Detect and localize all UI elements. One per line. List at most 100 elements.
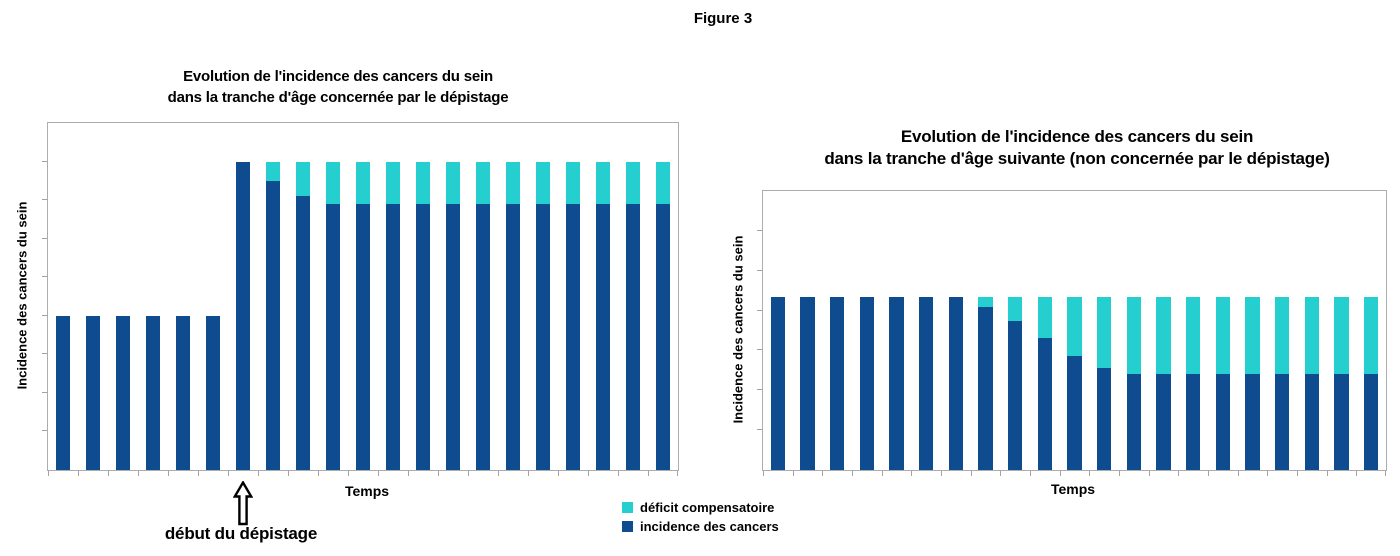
bar-deficit xyxy=(1304,296,1320,375)
bar-incidence xyxy=(1185,374,1201,470)
y-axis-tick xyxy=(42,353,47,355)
bar-incidence xyxy=(1274,374,1290,470)
x-axis-tick xyxy=(1089,471,1091,476)
up-arrow-icon xyxy=(232,480,254,531)
bar-incidence xyxy=(1126,374,1142,470)
bar-deficit xyxy=(1126,296,1142,375)
x-axis-tick xyxy=(677,471,678,476)
bar-incidence xyxy=(235,161,251,470)
x-axis-tick xyxy=(408,471,409,476)
x-axis-tick xyxy=(468,471,469,476)
left-chart-title: Evolution de l'incidence des cancers du … xyxy=(167,68,509,106)
bar-deficit xyxy=(505,161,521,204)
incidence-swatch-icon xyxy=(622,521,633,532)
x-axis-tick xyxy=(1385,471,1386,476)
x-axis-tick xyxy=(1030,471,1031,476)
y-axis-tick xyxy=(757,229,762,231)
bar-deficit xyxy=(475,161,491,204)
x-axis-tick xyxy=(1000,471,1002,476)
bar-deficit xyxy=(565,161,581,204)
x-axis-tick xyxy=(970,471,972,476)
bar-deficit xyxy=(1156,296,1171,375)
bar-deficit xyxy=(535,161,551,204)
x-axis-tick xyxy=(48,471,49,476)
bar-incidence xyxy=(859,296,875,470)
bar-incidence xyxy=(1096,368,1112,470)
bar-deficit xyxy=(1245,296,1260,375)
x-axis-tick xyxy=(1297,471,1298,476)
left-plot-area xyxy=(42,122,679,476)
x-axis-tick xyxy=(1119,471,1120,476)
bar-deficit xyxy=(355,161,371,204)
x-axis-tick xyxy=(941,471,942,476)
left-x-axis-label: Temps xyxy=(344,483,390,499)
bar-incidence xyxy=(978,306,993,470)
bar-incidence xyxy=(800,296,815,470)
x-axis-tick xyxy=(1237,471,1239,476)
y-axis-tick xyxy=(42,391,47,393)
right-x-axis-label: Temps xyxy=(1050,481,1096,497)
x-axis-tick xyxy=(558,471,559,476)
bar-incidence xyxy=(145,315,161,470)
legend-label-deficit: déficit compensatoire xyxy=(640,500,775,515)
bar-incidence xyxy=(948,296,964,470)
x-axis-tick xyxy=(1356,471,1358,476)
legend-label-incidence: incidence des cancers xyxy=(640,519,779,534)
x-axis-tick xyxy=(318,471,319,476)
y-axis-tick xyxy=(42,199,47,201)
bar-deficit xyxy=(595,161,611,204)
y-axis-tick xyxy=(757,349,762,351)
screening-start-label: début du dépistage xyxy=(164,524,318,543)
x-axis-tick xyxy=(498,471,499,476)
right-plot-area xyxy=(757,190,1387,476)
bar-incidence xyxy=(595,203,611,470)
x-axis-tick xyxy=(1148,471,1150,476)
bar-incidence xyxy=(355,203,371,470)
figure-label: Figure 3 xyxy=(693,10,753,27)
bar-incidence xyxy=(325,203,341,470)
bar-incidence xyxy=(295,196,311,470)
y-axis-tick xyxy=(757,429,762,431)
bar-incidence xyxy=(1037,338,1053,470)
bar-incidence xyxy=(115,315,131,470)
left-y-axis-label-wrap: Incidence des cancers du sein xyxy=(11,122,33,469)
x-axis-tick xyxy=(618,471,619,476)
bar-deficit xyxy=(1037,296,1053,339)
bar-deficit xyxy=(445,161,461,204)
x-axis-tick xyxy=(1208,471,1209,476)
x-axis-tick xyxy=(648,471,649,476)
bar-incidence xyxy=(1156,374,1171,470)
bar-deficit xyxy=(1007,296,1023,321)
x-axis-tick xyxy=(588,471,589,476)
bar-deficit xyxy=(1334,296,1349,375)
bar-deficit xyxy=(1274,296,1290,375)
bar-deficit xyxy=(1096,296,1112,369)
y-axis-tick xyxy=(42,430,47,432)
bar-incidence xyxy=(770,296,786,470)
right-y-axis-label: Incidence des cancers du sein xyxy=(730,235,746,424)
deficit-swatch-icon xyxy=(622,502,633,513)
bar-deficit xyxy=(978,296,993,307)
x-axis-tick xyxy=(348,471,349,476)
x-axis-tick xyxy=(881,471,883,476)
x-axis-tick xyxy=(822,471,824,476)
bar-deficit xyxy=(1185,296,1201,375)
y-axis-tick xyxy=(757,269,762,271)
bar-incidence xyxy=(655,203,671,470)
bar-incidence xyxy=(1007,320,1023,470)
bar-deficit xyxy=(325,161,341,204)
bar-incidence xyxy=(889,296,904,470)
x-axis-tick xyxy=(168,471,169,476)
x-axis-tick xyxy=(78,471,79,476)
bar-incidence xyxy=(1334,374,1349,470)
y-axis-tick xyxy=(757,389,762,391)
bar-incidence xyxy=(918,296,934,470)
bar-deficit xyxy=(655,161,671,204)
bar-deficit xyxy=(415,161,431,204)
bar-deficit xyxy=(1067,296,1082,357)
legend-item-incidence: incidence des cancers xyxy=(622,520,779,533)
left-y-axis-label: Incidence des cancers du sein xyxy=(14,201,30,390)
bar-incidence xyxy=(535,203,551,470)
bar-incidence xyxy=(55,315,71,470)
